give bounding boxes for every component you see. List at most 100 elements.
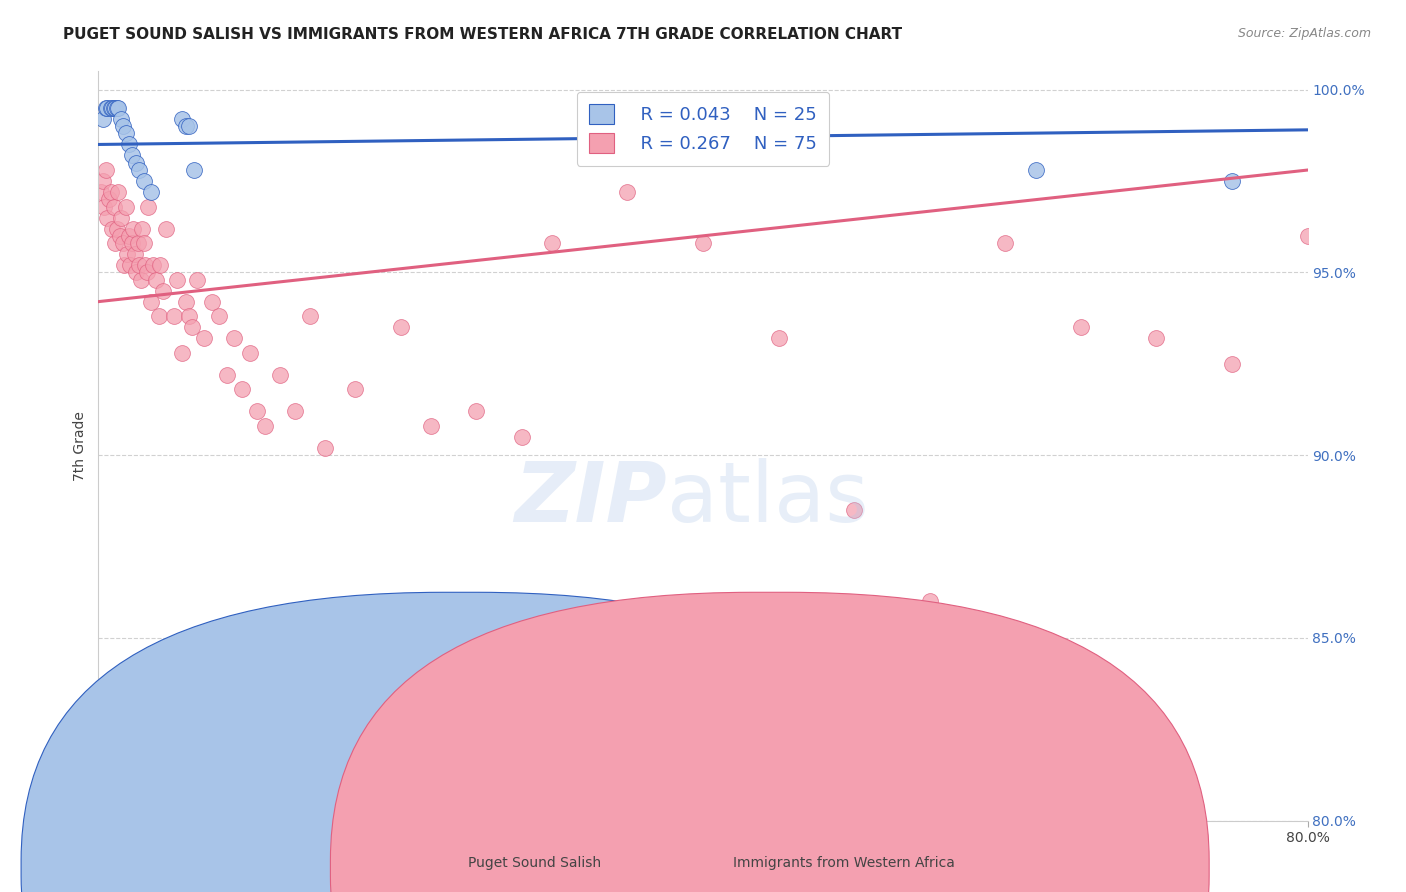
Point — [98, 192, 121, 206]
Point — [141, 185, 163, 199]
Point — [110, 112, 132, 126]
Point — [121, 148, 143, 162]
Point — [1296, 228, 1319, 243]
Point — [135, 265, 157, 279]
Point — [90, 185, 112, 199]
Point — [107, 101, 129, 115]
Point — [163, 310, 186, 324]
Point — [299, 310, 322, 324]
Point — [224, 331, 246, 345]
Point — [174, 294, 197, 309]
Text: atlas: atlas — [666, 458, 869, 539]
Point — [125, 265, 148, 279]
Point — [94, 101, 117, 115]
Point — [121, 236, 143, 251]
Point — [118, 137, 141, 152]
Point — [1146, 331, 1168, 345]
Point — [170, 346, 193, 360]
Point — [616, 185, 638, 199]
Point — [105, 221, 128, 235]
Text: Immigrants from Western Africa: Immigrants from Western Africa — [733, 855, 955, 870]
Point — [114, 200, 136, 214]
Text: ZIP: ZIP — [515, 458, 666, 539]
Point — [231, 382, 253, 396]
Point — [125, 155, 148, 169]
Point — [101, 221, 124, 235]
Point — [420, 418, 443, 433]
Point — [100, 101, 122, 115]
Point — [1220, 357, 1243, 371]
Text: Puget Sound Salish: Puget Sound Salish — [468, 855, 600, 870]
Point — [110, 211, 132, 225]
Point — [136, 200, 159, 214]
Point — [120, 258, 142, 272]
Point — [128, 258, 150, 272]
Point — [142, 258, 165, 272]
Point — [1024, 163, 1046, 178]
Point — [93, 200, 115, 214]
Point — [344, 382, 367, 396]
Point — [114, 127, 136, 141]
Point — [269, 368, 291, 382]
Point — [239, 346, 262, 360]
Point — [768, 331, 790, 345]
Point — [129, 273, 152, 287]
Point — [96, 211, 118, 225]
Point — [994, 236, 1017, 251]
Point — [100, 185, 122, 199]
Point — [101, 101, 124, 115]
Text: Source: ZipAtlas.com: Source: ZipAtlas.com — [1237, 27, 1371, 40]
Point — [115, 247, 138, 261]
Point — [111, 119, 134, 133]
Point — [112, 258, 135, 272]
Point — [465, 404, 488, 418]
Point — [108, 228, 131, 243]
Point — [284, 404, 307, 418]
Point — [844, 503, 866, 517]
Point — [152, 284, 174, 298]
Point — [111, 236, 134, 251]
Point — [246, 404, 269, 418]
Point — [314, 441, 336, 455]
Point — [510, 430, 533, 444]
Point — [107, 185, 129, 199]
Point — [181, 320, 204, 334]
Point — [170, 112, 193, 126]
Point — [141, 294, 163, 309]
Point — [103, 101, 125, 115]
Point — [91, 174, 114, 188]
Point — [692, 236, 714, 251]
Point — [104, 236, 127, 251]
Legend:   R = 0.043    N = 25,   R = 0.267    N = 75: R = 0.043 N = 25, R = 0.267 N = 75 — [576, 92, 830, 166]
Point — [389, 320, 412, 334]
Point — [145, 273, 167, 287]
Point — [174, 119, 197, 133]
Point — [193, 331, 215, 345]
Point — [103, 200, 125, 214]
Point — [183, 163, 205, 178]
Point — [131, 221, 153, 235]
Point — [155, 221, 177, 235]
Point — [166, 273, 188, 287]
Point — [1070, 320, 1092, 334]
Point — [215, 368, 238, 382]
Point — [148, 310, 170, 324]
Point — [132, 236, 155, 251]
Point — [179, 119, 201, 133]
Point — [1220, 174, 1243, 188]
Point — [201, 294, 224, 309]
Point — [118, 228, 141, 243]
Point — [127, 236, 149, 251]
Point — [104, 101, 127, 115]
Point — [105, 101, 128, 115]
Text: PUGET SOUND SALISH VS IMMIGRANTS FROM WESTERN AFRICA 7TH GRADE CORRELATION CHART: PUGET SOUND SALISH VS IMMIGRANTS FROM WE… — [63, 27, 903, 42]
Point — [134, 258, 156, 272]
Point — [94, 163, 117, 178]
Point — [132, 174, 155, 188]
Point — [122, 221, 145, 235]
Point — [253, 418, 276, 433]
Point — [124, 247, 146, 261]
Point — [540, 236, 562, 251]
Point — [208, 310, 231, 324]
Point — [128, 163, 150, 178]
